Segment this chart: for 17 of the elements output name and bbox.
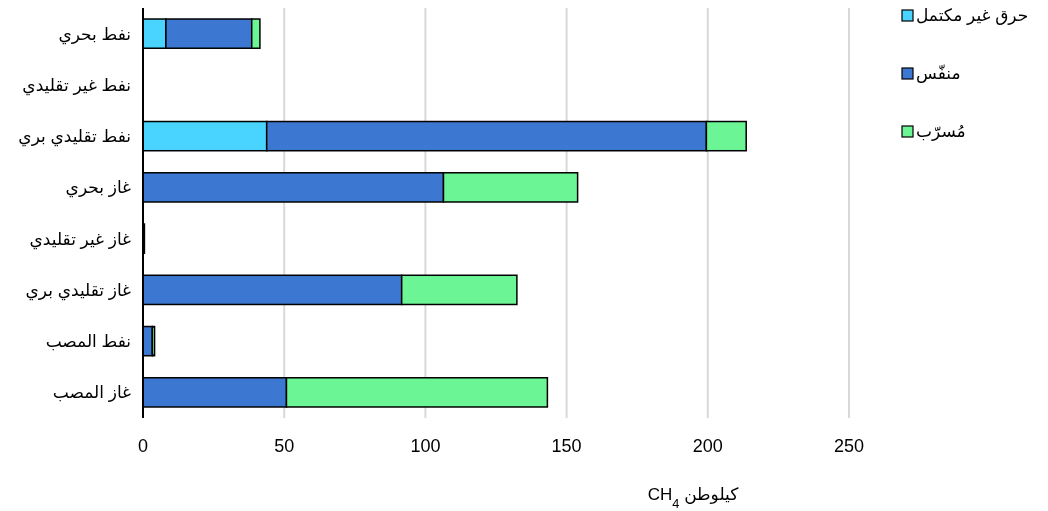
x-tick-label: 50 (274, 436, 295, 456)
x-tick-label: 0 (137, 436, 149, 456)
x-tick-label: 150 (551, 436, 582, 456)
y-tick-label: غاز غير تقليدي (29, 229, 132, 250)
x-tick-label: 200 (692, 436, 723, 456)
y-tick-label: غاز بحري (65, 178, 132, 199)
y-tick-label: نفط غير تقليدي (22, 75, 131, 96)
x-tick-label: 250 (833, 436, 865, 456)
legend-label: منفّس (916, 64, 961, 83)
legend-label: مُسرّب (916, 122, 966, 141)
legend-label: حرق غير مكتمل (916, 6, 1029, 25)
y-tick-label: غاز تقليدي بري (25, 280, 132, 301)
y-tick-label: نفط تقليدي بري (18, 127, 131, 148)
x-tick-label: 100 (410, 436, 441, 456)
y-tick-label: نفط المصب (45, 332, 131, 352)
y-tick-label: غاز المصب (52, 383, 132, 403)
y-tick-label: نفط بحري (58, 24, 131, 45)
